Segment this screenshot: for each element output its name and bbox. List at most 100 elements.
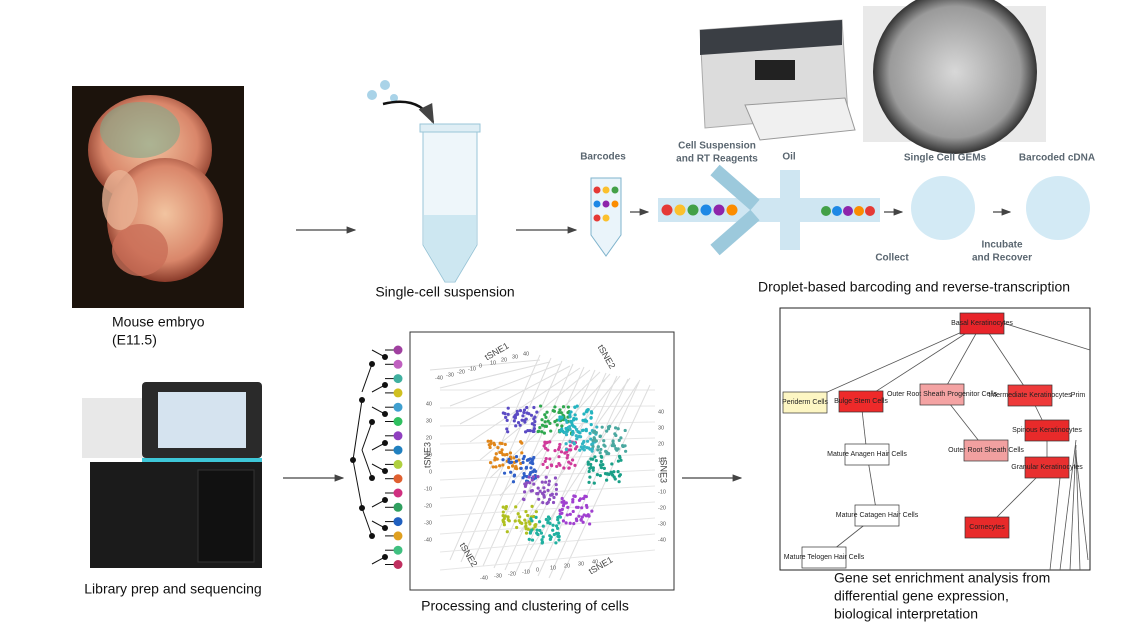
cell-dot bbox=[526, 527, 530, 531]
cell-dot bbox=[619, 436, 623, 440]
cell-dot bbox=[598, 451, 602, 455]
label: Barcoded cDNA bbox=[1019, 153, 1095, 164]
leaf bbox=[393, 388, 403, 398]
cell-dot bbox=[515, 409, 519, 414]
cell-dot bbox=[513, 519, 517, 523]
cell-dot bbox=[613, 426, 618, 430]
caption: Processing and clustering of cells bbox=[421, 598, 629, 614]
grid-line bbox=[515, 372, 607, 573]
caption: Mouse embryo bbox=[112, 314, 205, 330]
grid-line bbox=[537, 378, 629, 577]
cell-dot bbox=[546, 488, 550, 493]
cell-dot bbox=[592, 481, 596, 485]
cell-dot bbox=[599, 466, 604, 470]
cell-dot bbox=[575, 519, 579, 523]
cell-dot bbox=[511, 464, 515, 468]
cell-dot bbox=[532, 468, 536, 472]
cell-dot bbox=[535, 410, 539, 414]
cell-dot bbox=[594, 439, 598, 443]
tick-label: -20 bbox=[424, 503, 432, 509]
cell-dot bbox=[514, 455, 519, 459]
cell-dot bbox=[618, 473, 622, 477]
cell-dot bbox=[558, 429, 562, 433]
leaf bbox=[393, 545, 403, 555]
tick-label: -30 bbox=[658, 521, 666, 527]
cell-dot bbox=[515, 467, 519, 471]
grid-line bbox=[479, 369, 591, 461]
node-label: Outer Root Sheath Progenitor Cells bbox=[887, 391, 998, 398]
cell-dot bbox=[511, 480, 516, 484]
node bbox=[382, 382, 388, 388]
node bbox=[382, 468, 388, 474]
cell-dot bbox=[599, 459, 603, 464]
cell-dot bbox=[623, 444, 627, 448]
tick-label: -40 bbox=[424, 537, 432, 543]
cell-dot bbox=[580, 515, 584, 519]
branch bbox=[361, 363, 373, 393]
cell-dot bbox=[623, 428, 627, 433]
cell-dot bbox=[603, 472, 608, 476]
tick-label: -40 bbox=[658, 537, 666, 543]
network: Basal Keratinocytes Periderm Cells Bulge S… bbox=[782, 312, 1091, 571]
cell-dot bbox=[494, 452, 498, 456]
cell-dot bbox=[531, 475, 536, 479]
cell-dot bbox=[533, 420, 537, 424]
cell-dot bbox=[501, 411, 505, 415]
cell-dot bbox=[553, 405, 557, 409]
cell-dot bbox=[575, 445, 579, 449]
edge bbox=[981, 322, 1031, 396]
cell-dot bbox=[589, 410, 593, 414]
cell-dot bbox=[512, 415, 516, 419]
embryo-photo bbox=[72, 86, 244, 308]
cell-dot bbox=[561, 519, 566, 523]
cell-dot bbox=[586, 407, 590, 412]
bead bbox=[611, 186, 619, 194]
bead bbox=[854, 206, 864, 216]
cell-dot bbox=[571, 498, 575, 502]
cell-dot bbox=[566, 453, 570, 457]
cell-dot bbox=[531, 429, 535, 434]
cell-dot bbox=[617, 438, 621, 442]
node bbox=[369, 419, 375, 425]
cell-dot bbox=[528, 457, 532, 461]
cell-dot bbox=[507, 460, 511, 464]
cell-dot bbox=[551, 523, 555, 527]
cell-dot bbox=[560, 424, 564, 428]
cell-dot bbox=[551, 409, 555, 413]
cell-dot bbox=[572, 521, 576, 526]
cell-dot bbox=[557, 455, 561, 459]
cell-dot bbox=[545, 440, 549, 445]
cell-dot bbox=[602, 439, 606, 443]
cell-dot bbox=[524, 531, 529, 535]
cell-dot bbox=[512, 474, 516, 478]
cell-dot bbox=[489, 439, 493, 443]
cell-dot bbox=[518, 521, 523, 525]
cell-dot bbox=[602, 443, 606, 447]
cell-dot bbox=[559, 411, 563, 415]
cell-dot bbox=[507, 519, 511, 523]
cell-dot bbox=[606, 427, 611, 431]
cell-dot bbox=[554, 483, 558, 487]
cell-dot bbox=[514, 424, 518, 428]
cell-dot bbox=[583, 419, 587, 423]
node-label: Granular Keratinocytes bbox=[1011, 464, 1083, 471]
cell-dot bbox=[555, 423, 559, 427]
bead bbox=[713, 204, 725, 216]
edge bbox=[1002, 322, 1091, 351]
node bbox=[1007, 384, 1053, 407]
cell-dot bbox=[576, 505, 580, 509]
cell-dot bbox=[494, 465, 498, 469]
cell-dot bbox=[515, 412, 519, 416]
cell-dot bbox=[548, 521, 552, 525]
label: and RT Reagents bbox=[676, 154, 758, 165]
bead bbox=[726, 204, 738, 216]
cell-dot bbox=[516, 421, 521, 425]
cell-dot bbox=[529, 413, 534, 417]
cell-dot bbox=[607, 472, 611, 476]
leaf bbox=[393, 445, 403, 455]
cell-dot bbox=[618, 456, 622, 460]
cell-dot bbox=[544, 415, 548, 419]
cell-dot bbox=[582, 412, 586, 416]
grid-line bbox=[439, 533, 656, 553]
cell-dot bbox=[554, 487, 559, 491]
